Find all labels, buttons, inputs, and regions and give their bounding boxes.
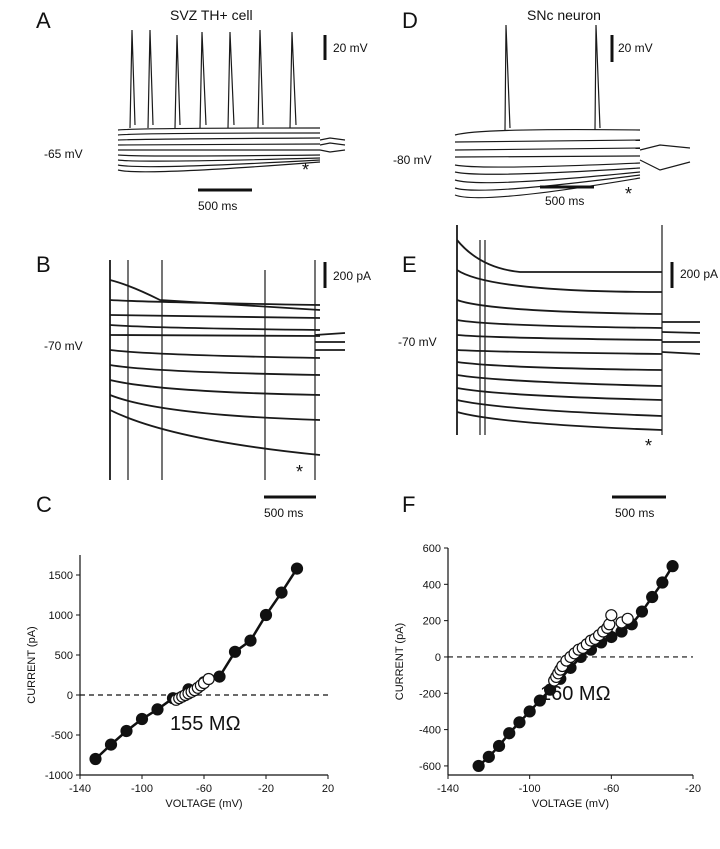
panel-label-a: A [36,8,51,33]
chart-f-xtick-label: -60 [603,783,619,795]
chart-f-xtick-label: -100 [519,783,541,795]
chart-f-xlabel: VOLTAGE (mV) [532,798,609,810]
chart-f-ytick-label: -400 [419,725,441,737]
chart-f-xtick-label: -20 [685,783,701,795]
chart-c-xlabel: VOLTAGE (mV) [165,798,242,810]
chart-f-ylabel: CURRENT (pA) [394,623,406,700]
chart-c-point-filled [275,586,288,599]
panel-label-d: D [402,8,418,33]
panel-label-e: E [402,252,417,277]
chart-f-point-filled [523,705,536,718]
chart-c-ytick-label: 1000 [49,610,73,622]
chart-c-point-open [202,672,215,686]
chart-c-annotation: 155 MΩ [170,713,241,735]
chart-f-ytick-label: 0 [435,652,441,664]
chart-c-ytick-label: -1000 [45,770,73,782]
panel-d-traces [454,24,691,199]
panel-label-f: F [402,492,415,517]
chart-c: -1000 -500 0 500 1000 1500 -140 -100 -60 -20 20 VOL… [26,555,334,810]
chart-f-point-filled [482,750,495,763]
panel-d-voltage-scale: 20 mV [618,41,653,55]
chart-f-xtick-label: -140 [437,783,459,795]
chart-f-point-open [605,609,618,622]
panel-d-marker: * [625,184,632,204]
chart-c-point-filled [89,752,102,766]
panel-d-holding-label: -80 mV [393,153,432,167]
chart-f-annotation: 160 MΩ [540,683,611,705]
chart-f-point-filled [533,694,546,707]
panel-a-holding-label: -65 mV [44,147,83,161]
panel-b-holding-label: -70 mV [44,339,83,353]
panel-label-b: B [36,252,51,277]
chart-c-xtick-label: -20 [258,783,274,795]
chart-f-ytick-label: 600 [423,543,441,555]
chart-f-point-filled [646,590,659,604]
panel-b-marker: * [296,462,303,482]
panel-e-current-scale: 200 pA [680,267,718,281]
chart-c-point-filled [120,724,133,738]
chart-c-point-filled [104,738,118,751]
chart-c-point-filled [213,670,226,683]
chart-c-xtick-label: -100 [131,783,153,795]
chart-c-point-filled [290,562,304,575]
panel-b-current-scale: 200 pA [333,269,371,283]
panel-e-holding-label: -70 mV [398,335,437,349]
chart-c-ylabel: CURRENT (pA) [26,626,38,703]
chart-c-point-filled [228,645,242,658]
chart-f-ytick-label: 200 [423,616,441,628]
chart-c-point-filled [259,608,273,622]
chart-c-ytick-label: 500 [55,650,73,662]
panel-d-time-scale: 500 ms [545,194,584,208]
chart-f-ytick-label: -600 [419,761,441,773]
chart-f-point-filled [635,605,649,618]
chart-f-point-open [621,612,634,625]
chart-c-xtick-label: -60 [196,783,212,795]
panel-a-time-scale: 500 ms [198,199,237,213]
panel-b-time-scale: 500 ms [264,506,303,520]
panel-b-traces [109,260,346,480]
chart-f-point-filled [656,576,669,589]
chart-c-point-filled [244,634,257,647]
chart-f-ytick-label: 400 [423,579,441,591]
panel-a-traces [117,29,346,173]
chart-c-ytick-label: 0 [67,690,73,702]
chart-c-xtick-label: 20 [322,783,334,795]
panel-e-time-scale: 500 ms [615,506,654,520]
chart-f-point-filled [666,560,679,573]
chart-f-point-filled [492,739,506,753]
chart-c-point-filled [135,712,149,726]
chart-f-ytick-label: -200 [419,688,441,700]
chart-f-point-filled [472,759,485,773]
panel-e-traces [456,225,701,435]
panel-d-title: SNc neuron [527,7,601,23]
chart-c-point-filled [151,703,164,716]
panel-a-title: SVZ TH+ cell [170,7,253,23]
chart-c-xtick-label: -140 [69,783,91,795]
chart-f: -600 -400 -200 0 200 400 600 -140 -100 -60 -20 VOLT… [394,543,701,810]
panel-a-voltage-scale: 20 mV [333,41,368,55]
panel-e-marker: * [645,436,652,456]
panel-a-marker: * [302,160,309,180]
chart-c-ytick-label: 1500 [49,570,73,582]
chart-c-ytick-label: -500 [51,730,73,742]
panel-label-c: C [36,492,52,517]
chart-f-point-filled [503,727,516,740]
chart-f-point-filled [513,716,526,729]
